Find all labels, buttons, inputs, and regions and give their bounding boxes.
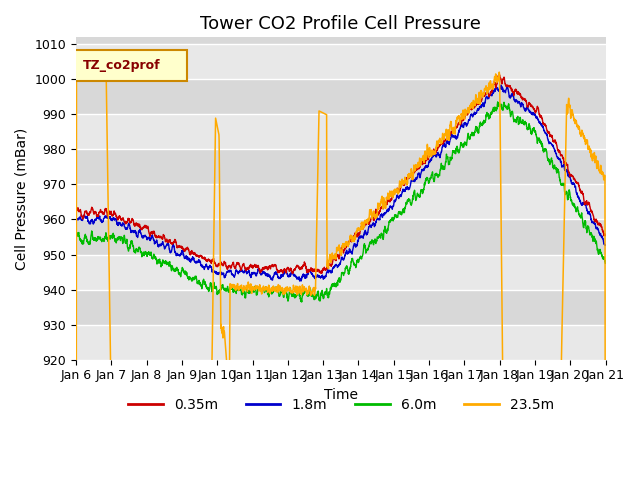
Bar [76,184,605,219]
Title: Tower CO2 Profile Cell Pressure: Tower CO2 Profile Cell Pressure [200,15,481,33]
Bar [76,114,605,149]
Bar [76,44,605,79]
Text: TZ_co2prof: TZ_co2prof [83,59,161,72]
Bar [76,289,605,324]
Bar [76,219,605,254]
X-axis label: Time: Time [324,388,358,402]
FancyBboxPatch shape [74,50,188,81]
Legend: 0.35m, 1.8m, 6.0m, 23.5m: 0.35m, 1.8m, 6.0m, 23.5m [122,392,559,417]
Bar [76,149,605,184]
Bar [76,324,605,360]
Bar [76,79,605,114]
Bar [76,37,605,44]
Bar [76,254,605,289]
Y-axis label: Cell Pressure (mBar): Cell Pressure (mBar) [15,127,29,270]
